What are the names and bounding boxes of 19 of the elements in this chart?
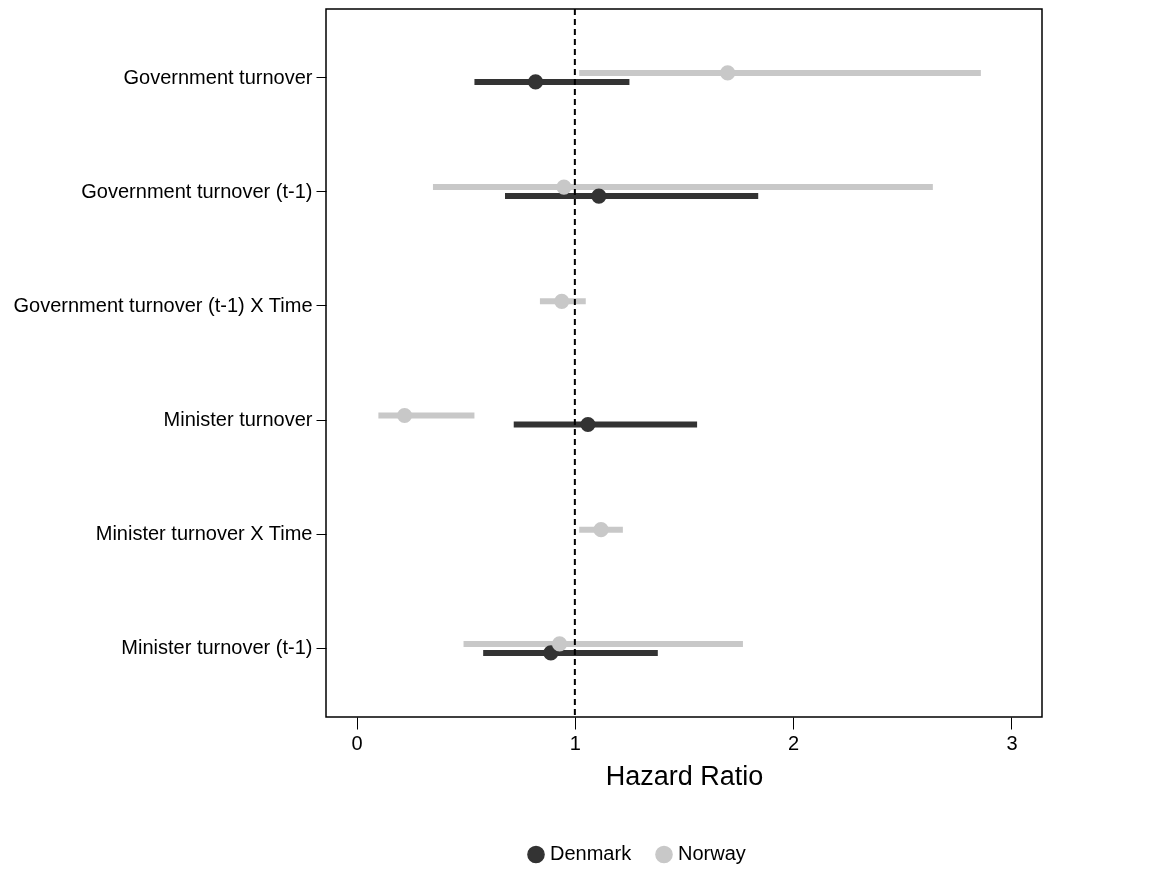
- y-tick-label: Minister turnover: [163, 408, 313, 431]
- x-axis-title: Hazard Ratio: [605, 760, 764, 791]
- x-tick-label: 0: [351, 731, 363, 754]
- legend-label: Denmark: [550, 842, 633, 865]
- x-tick-label: 3: [1006, 731, 1018, 754]
- x-tick-label: 2: [788, 731, 800, 754]
- point: [593, 522, 609, 538]
- x-tick-label: 1: [569, 731, 581, 754]
- point: [554, 293, 570, 309]
- y-tick-label: Government turnover: [123, 65, 313, 88]
- point: [551, 636, 568, 652]
- y-tick-label: Minister turnover X Time: [95, 522, 313, 545]
- y-tick-label: Minister turnover (t-1): [121, 636, 313, 659]
- y-tick-label: Government turnover (t-1): [81, 179, 313, 202]
- point: [556, 179, 572, 195]
- point: [397, 407, 413, 424]
- point: [720, 65, 736, 81]
- legend-label: Norway: [678, 842, 746, 865]
- y-tick-label: Government turnover (t-1) X Time: [13, 293, 313, 316]
